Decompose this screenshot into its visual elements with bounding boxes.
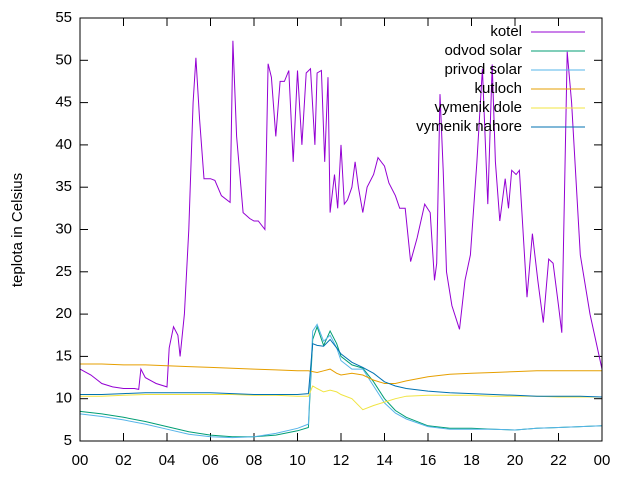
x-tick-label: 10 xyxy=(289,452,306,469)
x-tick-label: 18 xyxy=(463,452,480,469)
x-tick-label: 20 xyxy=(507,452,524,469)
y-tick-label: 45 xyxy=(55,94,72,111)
x-tick-label: 06 xyxy=(202,452,219,469)
x-tick-label: 00 xyxy=(594,452,611,469)
y-tick-label: 40 xyxy=(55,136,72,153)
x-tick-label: 22 xyxy=(550,452,567,469)
y-tick-label: 25 xyxy=(55,263,72,280)
series-line xyxy=(79,325,603,438)
series-line xyxy=(79,323,603,439)
legend-label: privod solar xyxy=(444,61,522,78)
x-tick-label: 08 xyxy=(246,452,263,469)
legend-label: kotel xyxy=(490,23,522,40)
legend-label: odvod solar xyxy=(444,42,522,59)
x-tick-label: 02 xyxy=(115,452,132,469)
y-tick-label: 5 xyxy=(64,432,72,449)
x-tick-label: 16 xyxy=(420,452,437,469)
legend-label: vymenik nahore xyxy=(416,118,522,135)
x-tick-label: 00 xyxy=(72,452,89,469)
y-tick-label: 30 xyxy=(55,220,72,237)
y-tick-label: 15 xyxy=(55,347,72,364)
series-line xyxy=(80,385,602,411)
x-tick-label: 14 xyxy=(376,452,393,469)
legend-label: vymenik dole xyxy=(434,99,522,116)
x-tick-label: 12 xyxy=(333,452,350,469)
y-tick-label: 10 xyxy=(55,390,72,407)
y-tick-label: 55 xyxy=(55,9,72,26)
y-tick-label: 50 xyxy=(55,51,72,68)
plot-frame xyxy=(79,17,603,442)
series-line xyxy=(80,338,603,398)
y-axis-label: teplota in Celsius xyxy=(9,173,26,287)
series-line xyxy=(80,363,602,384)
y-tick-label: 35 xyxy=(55,178,72,195)
series-line xyxy=(79,40,603,391)
x-tick-label: 04 xyxy=(159,452,176,469)
y-tick-label: 20 xyxy=(55,305,72,322)
legend-label: kutloch xyxy=(474,80,522,97)
